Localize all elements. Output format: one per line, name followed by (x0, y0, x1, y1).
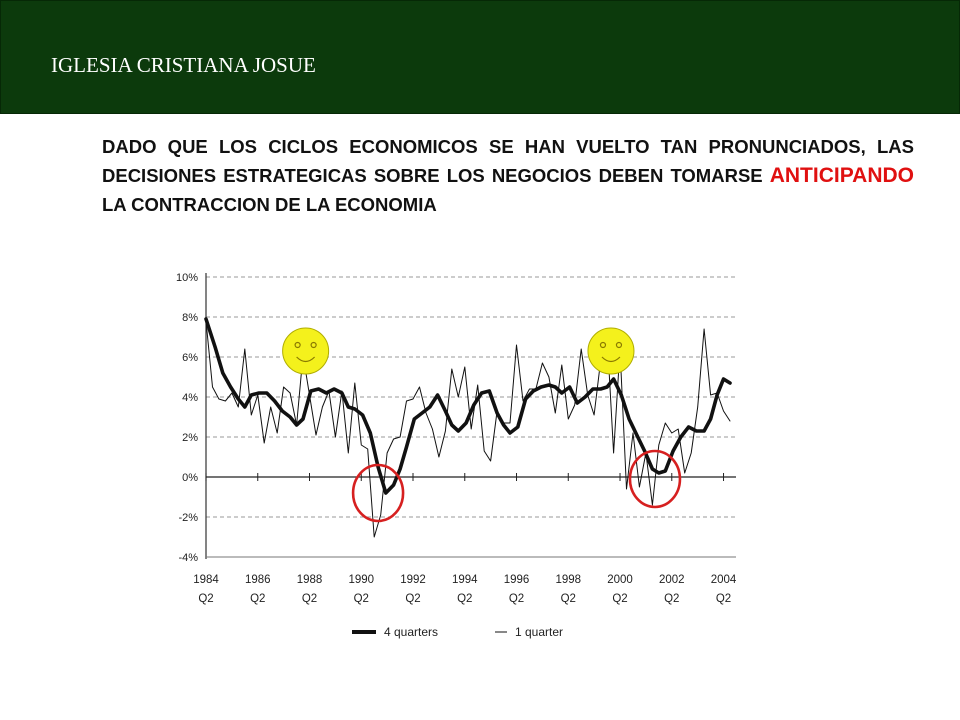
smiley-face-icon (282, 327, 330, 375)
smiley-head (587, 327, 635, 375)
x-tick-label-year: 1996 (504, 574, 530, 586)
legend-label-4-quarters: 4 quarters (384, 625, 438, 639)
x-tick-label-quarter: Q2 (509, 593, 524, 605)
y-tick-label: 6% (182, 352, 198, 364)
emphasis-text: ANTICIPANDO (769, 164, 914, 187)
chart-legend: 4 quarters 1 quarter (352, 625, 563, 639)
x-tick-label-quarter: Q2 (664, 593, 679, 605)
chart-annotations (282, 327, 682, 523)
chart-axes: 10% 8% 6% 4% 2% 0% -2% -4% 1984 Q2 1986 Q2 1988 Q2 199… (176, 272, 737, 605)
series-line-1-quarter (205, 320, 731, 538)
x-tick-label-year: 1990 (348, 574, 374, 586)
x-tick-label-quarter: Q2 (405, 593, 420, 605)
y-tick-label: -2% (178, 512, 198, 524)
text-after: LA CONTRACCION DE LA ECONOMIA (102, 194, 437, 215)
x-tick-label-quarter: Q2 (354, 593, 369, 605)
x-tick-label-year: 1984 (193, 574, 219, 586)
y-tick-label: 2% (182, 432, 198, 444)
smiley-eye (615, 341, 623, 349)
slide-text: DADO QUE LOS CICLOS ECONOMICOS SE HAN VU… (102, 132, 914, 219)
y-tick-label: 4% (182, 392, 198, 404)
x-tick-label-year: 1994 (452, 574, 478, 586)
red-circle-highlight (628, 449, 682, 509)
smiley-mouth (601, 356, 621, 363)
smiley-head (282, 327, 330, 375)
y-tick-label: 0% (182, 472, 198, 484)
smiley-face-icon (587, 327, 635, 375)
x-tick-label-quarter: Q2 (612, 593, 627, 605)
church-title: IGLESIA CRISTIANA JOSUE (51, 53, 316, 77)
x-tick-label-year: 1986 (245, 574, 271, 586)
y-tick-label: 10% (176, 272, 198, 284)
legend-label-1-quarter: 1 quarter (515, 625, 563, 639)
gdp-growth-chart: 10% 8% 6% 4% 2% 0% -2% -4% 1984 Q2 1986 Q2 1988 Q2 199… (176, 272, 737, 639)
x-tick-label-year: 1998 (555, 574, 581, 586)
smiley-eye (294, 341, 301, 349)
x-tick-label-quarter: Q2 (250, 593, 265, 605)
y-tick-label: 8% (182, 312, 198, 324)
x-tick-label-quarter: Q2 (716, 593, 731, 605)
title-bar: IGLESIA CRISTIANA JOSUE (0, 0, 960, 114)
x-tick-label-year: 2004 (711, 574, 737, 586)
x-tick-label-quarter: Q2 (457, 593, 472, 605)
x-tick-label-quarter: Q2 (302, 593, 317, 605)
x-tick-label-year: 1992 (400, 574, 426, 586)
red-circle-highlight (351, 463, 405, 523)
text-before: DADO QUE LOS CICLOS ECONOMICOS SE HAN VU… (102, 136, 914, 186)
smiley-mouth (296, 356, 316, 363)
y-tick-label: -4% (178, 552, 198, 564)
x-tick-label-year: 2000 (607, 574, 633, 586)
x-tick-label-year: 2002 (659, 574, 685, 586)
smiley-eye (310, 341, 317, 349)
x-tick-label-year: 1988 (297, 574, 323, 586)
x-tick-label-quarter: Q2 (561, 593, 576, 605)
smiley-eye (599, 341, 607, 349)
chart-grid (206, 276, 736, 558)
x-tick-label-quarter: Q2 (198, 593, 213, 605)
